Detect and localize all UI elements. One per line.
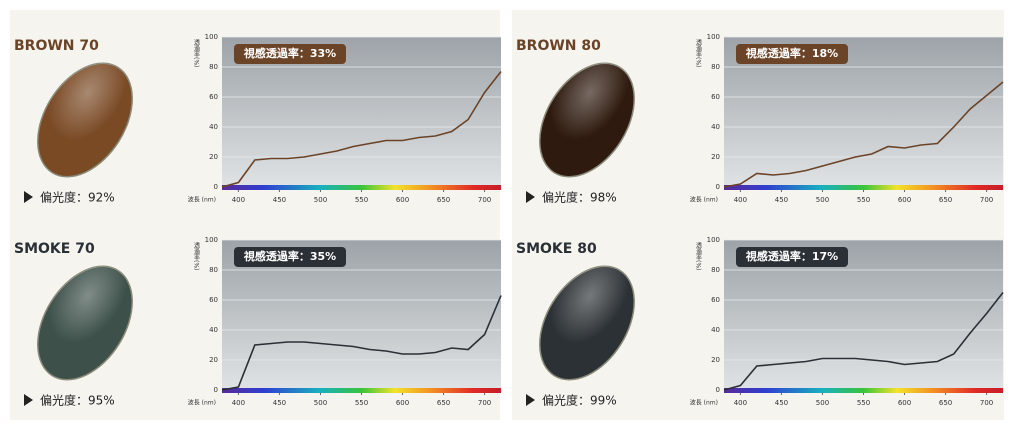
y-tick-label: 100: [205, 236, 218, 244]
transmittance-badge: 視感透過率：18%: [745, 46, 838, 60]
y-tick-label: 80: [209, 266, 218, 274]
x-tick-label: 400: [734, 399, 747, 407]
lens-shine: [539, 63, 635, 177]
spectrum-bar: [222, 185, 501, 190]
y-tick-label: 80: [711, 266, 720, 274]
x-axis-label: 波長 (nm): [188, 196, 216, 204]
x-tick-label: 550: [857, 399, 870, 407]
y-axis-label: 透過率(%): [695, 38, 702, 67]
y-tick-label: 80: [711, 63, 720, 71]
y-tick-label: 20: [209, 153, 218, 161]
x-tick-label: 550: [355, 399, 368, 407]
y-tick-label: 80: [209, 63, 218, 71]
x-tick-label: 700: [478, 399, 491, 407]
x-axis-label: 波長 (nm): [690, 399, 718, 407]
x-tick-label: 650: [437, 399, 450, 407]
x-tick-label: 550: [355, 196, 368, 204]
y-tick-label: 40: [209, 326, 218, 334]
x-tick-label: 400: [734, 196, 747, 204]
arrow-icon: [24, 191, 33, 203]
x-tick-label: 650: [939, 399, 952, 407]
y-tick-label: 40: [711, 123, 720, 131]
polarization: 偏光度：95%: [40, 393, 115, 408]
y-axis-label: 透過率(%): [193, 38, 200, 67]
lens-title: SMOKE 80: [516, 241, 597, 257]
spectrum-bar: [724, 388, 1003, 393]
y-tick-label: 100: [707, 33, 720, 41]
x-tick-label: 500: [816, 196, 829, 204]
spectrum-bar: [222, 388, 501, 393]
y-tick-label: 40: [209, 123, 218, 131]
y-tick-label: 20: [209, 356, 218, 364]
x-tick-label: 450: [775, 399, 788, 407]
x-tick-label: 650: [939, 196, 952, 204]
y-tick-label: 100: [707, 236, 720, 244]
transmittance-badge: 視感透過率：17%: [745, 249, 838, 263]
y-tick-label: 100: [205, 33, 218, 41]
y-tick-label: 20: [711, 356, 720, 364]
y-tick-label: 0: [214, 183, 218, 191]
y-tick-label: 20: [711, 153, 720, 161]
transmittance-badge: 視感透過率：33%: [243, 46, 336, 60]
y-tick-label: 60: [711, 93, 720, 101]
arrow-icon: [526, 394, 535, 406]
x-tick-label: 600: [396, 399, 409, 407]
polarization: 偏光度：99%: [542, 393, 617, 408]
transmission-line: [221, 71, 502, 188]
x-tick-label: 600: [898, 196, 911, 204]
polarization: 偏光度：98%: [542, 190, 617, 205]
y-tick-label: 0: [716, 183, 720, 191]
arrow-icon: [24, 394, 33, 406]
arrow-icon: [526, 191, 535, 203]
spectrum-bar: [724, 185, 1003, 190]
x-tick-label: 700: [980, 399, 993, 407]
badge: [234, 247, 346, 267]
x-tick-label: 500: [816, 399, 829, 407]
x-tick-label: 600: [396, 196, 409, 204]
badge: [736, 247, 848, 267]
lens-shine: [539, 266, 635, 380]
y-tick-label: 60: [209, 93, 218, 101]
badge: [736, 44, 848, 64]
lens-shine: [37, 63, 133, 177]
lens-shine: [37, 266, 133, 380]
y-tick-label: 0: [214, 386, 218, 394]
y-tick-label: 0: [716, 386, 720, 394]
x-tick-label: 450: [273, 399, 286, 407]
y-tick-label: 40: [711, 326, 720, 334]
x-tick-label: 700: [980, 196, 993, 204]
x-tick-label: 500: [314, 196, 327, 204]
transmission-line: [723, 81, 1004, 188]
transmittance-badge: 視感透過率：35%: [243, 249, 336, 263]
x-tick-label: 600: [898, 399, 911, 407]
lens-title: BROWN 80: [516, 38, 601, 54]
y-axis-label: 透過率(%): [695, 241, 702, 270]
x-tick-label: 550: [857, 196, 870, 204]
x-tick-label: 650: [437, 196, 450, 204]
badge: [234, 44, 346, 64]
lens-title: SMOKE 70: [14, 241, 95, 257]
x-tick-label: 500: [314, 399, 327, 407]
x-tick-label: 450: [775, 196, 788, 204]
y-axis-label: 透過率(%): [193, 241, 200, 270]
polarization: 偏光度：92%: [40, 190, 115, 205]
transmission-line: [723, 292, 1004, 391]
x-tick-label: 400: [232, 196, 245, 204]
x-tick-label: 450: [273, 196, 286, 204]
x-axis-label: 波長 (nm): [690, 196, 718, 204]
lens-title: BROWN 70: [14, 38, 99, 54]
x-tick-label: 400: [232, 399, 245, 407]
y-tick-label: 60: [711, 296, 720, 304]
x-axis-label: 波長 (nm): [188, 399, 216, 407]
x-tick-label: 700: [478, 196, 491, 204]
transmission-line: [221, 295, 502, 391]
y-tick-label: 60: [209, 296, 218, 304]
